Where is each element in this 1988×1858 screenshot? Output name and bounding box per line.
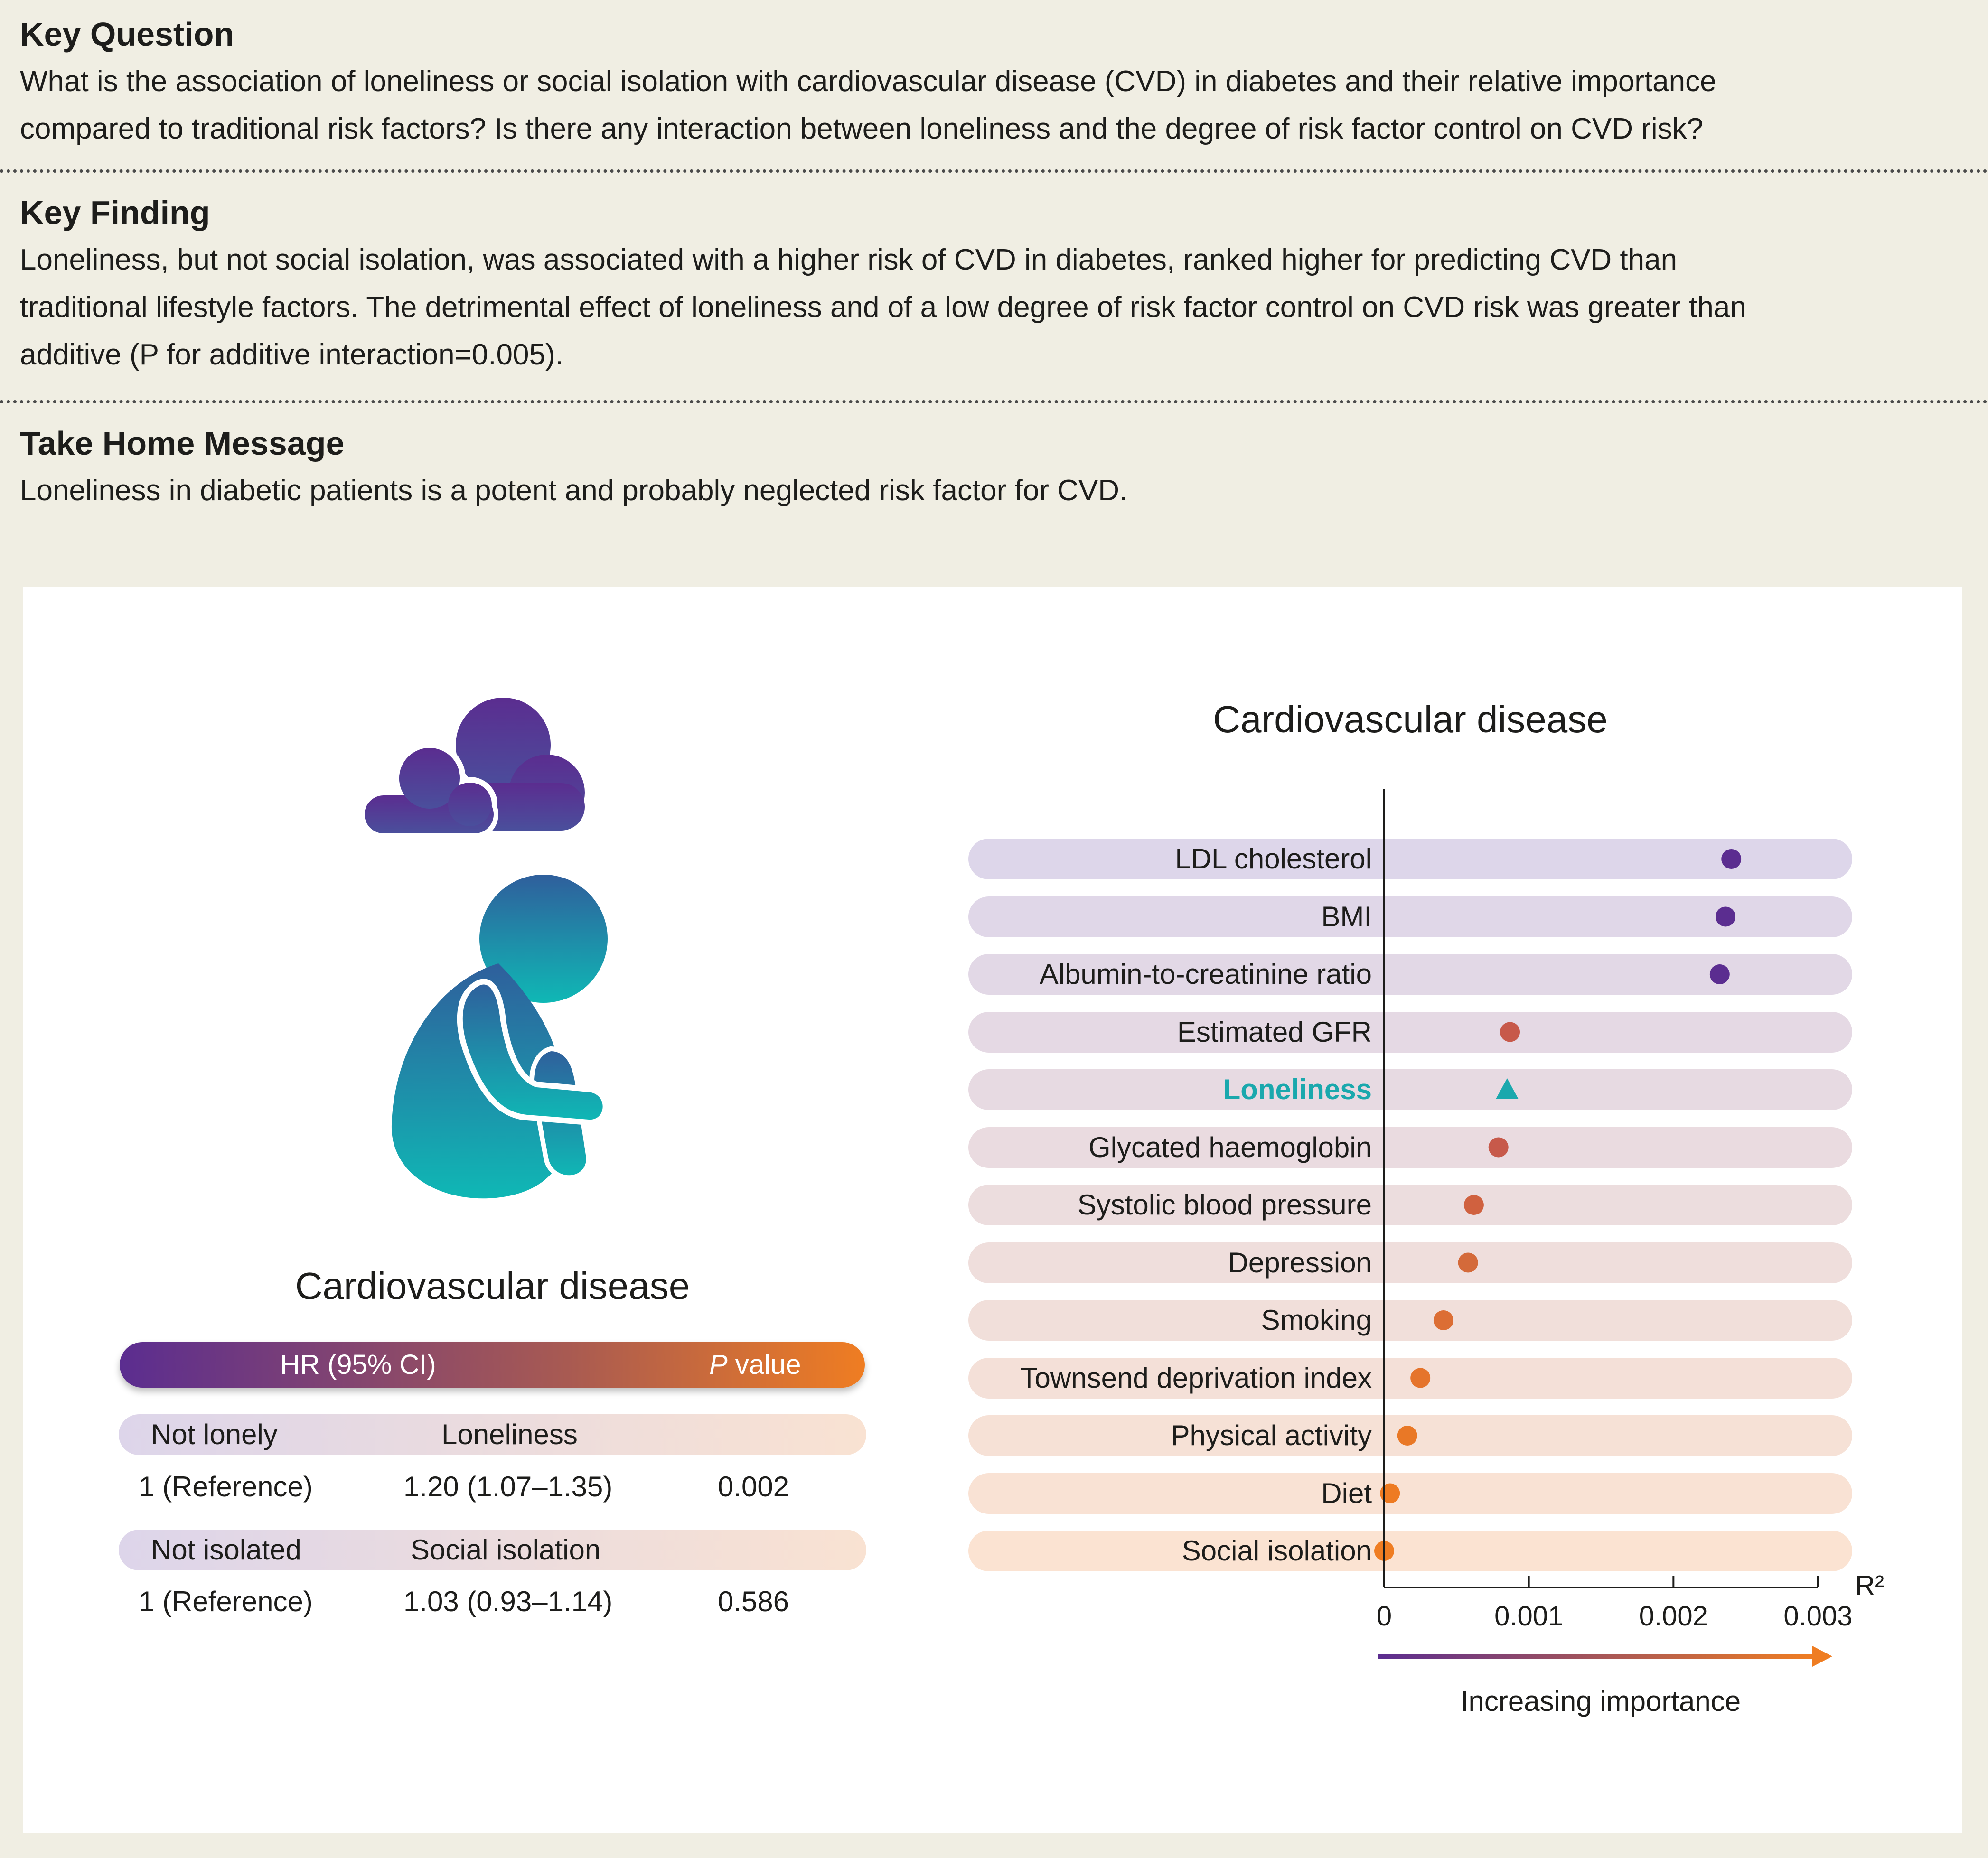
factor-label: Smoking (1261, 1304, 1372, 1336)
p-header-label: value (727, 1349, 801, 1380)
factor-label: Systolic blood pressure (1077, 1189, 1372, 1221)
hr-table-title: Cardiovascular disease (295, 1265, 690, 1307)
factor-label: Physical activity (1171, 1419, 1372, 1451)
importance-row-band (968, 1185, 1852, 1225)
factor-marker (1500, 1022, 1520, 1042)
importance-row-band (968, 839, 1852, 879)
importance-row-band (968, 1357, 1852, 1399)
factor-marker (1410, 1368, 1431, 1388)
importance-row-band (968, 954, 1852, 995)
factor-marker (1380, 1483, 1400, 1503)
take-home-section: Take Home Message Loneliness in diabetic… (20, 420, 1966, 514)
loneliness-header-band (119, 1414, 866, 1455)
hr-header-label: HR (95% CI) (280, 1349, 436, 1380)
factor-label: Estimated GFR (1177, 1016, 1372, 1048)
importance-arrow (1378, 1654, 1812, 1659)
not-lonely-label: Not lonely (151, 1419, 278, 1450)
importance-arrow-label: Increasing importance (1461, 1685, 1741, 1717)
key-question-line: What is the association of loneliness or… (20, 65, 1716, 98)
factor-label: Townsend deprivation index (1020, 1362, 1372, 1394)
x-tick-label: 0.001 (1494, 1601, 1563, 1632)
key-question-heading: Key Question (20, 16, 234, 53)
factor-label: BMI (1321, 900, 1372, 933)
dotted-divider (0, 169, 1988, 173)
importance-row-band (968, 1242, 1852, 1283)
factor-marker (1463, 1195, 1484, 1215)
factor-label: Diet (1321, 1477, 1372, 1509)
social-isolation-hr: 1.03 (0.93–1.14) (403, 1586, 613, 1617)
hr-table-header: HR (95% CI) P value (120, 1342, 865, 1388)
dotted-divider (0, 400, 1988, 403)
key-finding-line: traditional lifestyle factors. The detri… (20, 291, 1746, 324)
factor-marker (1716, 906, 1736, 927)
importance-row-band (968, 1473, 1852, 1514)
factor-label: Glycated haemoglobin (1088, 1131, 1372, 1163)
factor-marker (1721, 849, 1742, 869)
not-isolated-reference: 1 (Reference) (139, 1586, 313, 1617)
p-header-italic: P (709, 1349, 728, 1380)
key-finding-section: Key Finding Loneliness, but not social i… (20, 189, 1966, 379)
key-finding-line: Loneliness, but not social isolation, wa… (20, 243, 1678, 276)
factor-label: LDL cholesterol (1175, 843, 1372, 875)
factor-marker (1709, 964, 1730, 984)
importance-row-band (968, 1069, 1852, 1110)
key-finding-heading: Key Finding (20, 194, 210, 231)
x-tick-label: 0 (1377, 1601, 1392, 1632)
factor-marker (1458, 1252, 1478, 1273)
factor-label: Albumin-to-creatinine ratio (1039, 958, 1372, 990)
importance-row-band (968, 1127, 1852, 1168)
factor-label: Depression (1228, 1246, 1372, 1279)
not-lonely-reference: 1 (Reference) (139, 1471, 313, 1503)
importance-row-band (968, 896, 1852, 937)
importance-row-band (968, 1531, 1852, 1571)
factor-marker (1488, 1137, 1509, 1158)
take-home-heading: Take Home Message (20, 425, 345, 462)
key-question-section: Key Question What is the association of … (20, 10, 1966, 153)
x-axis-label: R² (1855, 1570, 1884, 1601)
factor-label: Loneliness (1223, 1074, 1372, 1105)
x-tick-label: 0.002 (1639, 1601, 1708, 1632)
importance-row-band (968, 1300, 1852, 1341)
loneliness-label: Loneliness (441, 1419, 578, 1450)
isolation-header-band (119, 1530, 866, 1570)
importance-arrow-head (1812, 1646, 1832, 1667)
loneliness-marker (1495, 1078, 1519, 1099)
factor-marker (1397, 1426, 1417, 1446)
importance-chart-title: Cardiovascular disease (1213, 698, 1608, 740)
take-home-line: Loneliness in diabetic patients is a pot… (20, 474, 1128, 507)
factor-marker (1433, 1310, 1453, 1330)
factor-label: Social isolation (1182, 1535, 1372, 1567)
social-isolation-label: Social isolation (411, 1534, 601, 1566)
loneliness-hr: 1.20 (1.07–1.35) (403, 1471, 613, 1503)
key-question-line: compared to traditional risk factors? Is… (20, 112, 1704, 145)
not-isolated-label: Not isolated (151, 1534, 301, 1566)
x-tick-label: 0.003 (1783, 1601, 1852, 1632)
lonely-person-with-cloud-icon (362, 698, 609, 1199)
loneliness-p-value: 0.002 (718, 1471, 789, 1503)
key-finding-line: additive (P for additive interaction=0.0… (20, 338, 563, 371)
social-isolation-p-value: 0.586 (718, 1586, 789, 1617)
importance-row-band (968, 1011, 1852, 1053)
